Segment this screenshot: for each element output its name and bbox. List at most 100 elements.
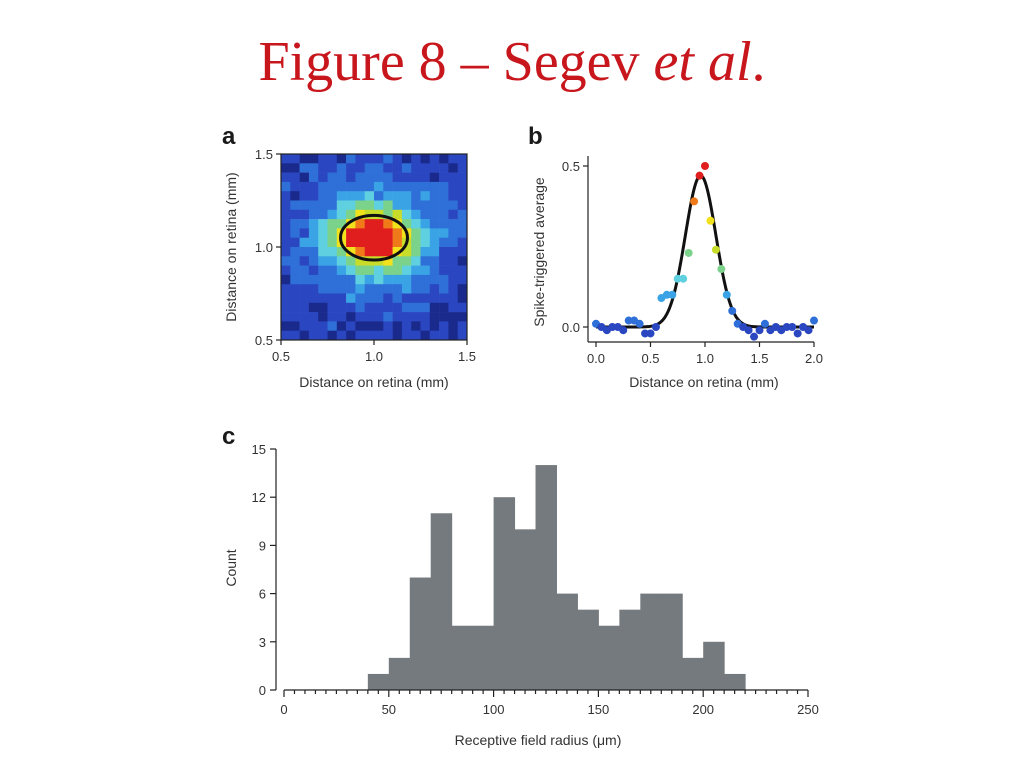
heatmap-cell <box>308 200 319 211</box>
heatmap-cell <box>448 172 458 183</box>
heatmap-cell <box>429 284 440 294</box>
data-point <box>793 329 802 338</box>
heatmap-cell <box>281 330 291 341</box>
heatmap-cell <box>355 200 365 211</box>
heatmap-cell <box>336 321 347 331</box>
heatmap-cell <box>318 237 328 248</box>
heatmap-cell <box>401 256 412 266</box>
heatmap-cell <box>308 321 319 331</box>
heatmap-cell <box>346 154 356 164</box>
heatmap-cell <box>411 172 421 183</box>
data-point <box>635 319 644 328</box>
heatmap-cell <box>364 219 375 229</box>
panel-label-c: c <box>222 423 235 450</box>
heatmap-cell <box>336 284 347 294</box>
heatmap-cell <box>281 181 291 192</box>
heatmap-cell <box>411 237 421 248</box>
heatmap-cell <box>457 154 468 164</box>
heatmap-cell <box>364 172 375 183</box>
heatmap-cell <box>448 293 458 304</box>
heatmap-cell <box>429 321 440 331</box>
panel-b-profile: b 0.0 0.5 1.0 1.5 2.0 0.0 0.5 Distance on reti… <box>528 123 823 390</box>
heatmap-cell <box>308 312 319 322</box>
heatmap-cell <box>439 228 449 238</box>
heatmap-cell <box>420 200 431 211</box>
heatmap-cell <box>346 172 356 183</box>
heatmap-cell <box>411 219 421 229</box>
heatmap-cell <box>374 181 384 192</box>
histogram-bar <box>388 657 411 690</box>
heatmap-cell <box>355 330 365 341</box>
x-tick-label: 1.5 <box>750 351 768 366</box>
x-tick-label: 1.0 <box>365 349 383 364</box>
heatmap-cell <box>281 172 291 183</box>
heatmap-cell <box>364 330 375 341</box>
heatmap-cell <box>355 237 365 248</box>
heatmap-cell <box>448 237 458 248</box>
panel-b-xlabel: Distance on retina (mm) <box>629 374 778 390</box>
heatmap-cell <box>290 228 300 238</box>
heatmap-cell <box>448 302 458 313</box>
heatmap-cell <box>355 284 365 294</box>
y-tick-label: 1.0 <box>255 240 273 255</box>
heatmap-cell <box>457 191 468 201</box>
heatmap-cell <box>364 200 375 211</box>
heatmap-cell <box>392 172 403 183</box>
x-tick-label: 0 <box>280 702 287 717</box>
heatmap-cell <box>420 321 431 331</box>
heatmap-cell <box>299 154 310 164</box>
heatmap-cell <box>392 302 403 313</box>
heatmap-cell <box>374 274 384 285</box>
heatmap-cell <box>318 312 328 322</box>
heatmap-cell <box>308 219 319 229</box>
heatmap-cell <box>374 302 384 313</box>
heatmap-cell <box>383 191 393 201</box>
heatmap-cell <box>308 237 319 248</box>
heatmap-cell <box>439 237 449 248</box>
histogram-bar <box>472 625 495 690</box>
heatmap-cell <box>308 274 319 285</box>
data-point <box>690 197 699 206</box>
heatmap-cell <box>346 237 356 248</box>
heatmap-cell <box>364 163 375 173</box>
heatmap-cell <box>364 312 375 322</box>
heatmap-cell <box>439 312 449 322</box>
heatmap-cell <box>374 293 384 304</box>
heatmap-cell <box>448 200 458 211</box>
heatmap-cell <box>392 274 403 285</box>
heatmap-cell <box>439 181 449 192</box>
heatmap-cell <box>299 247 310 257</box>
heatmap-cell <box>299 330 310 341</box>
heatmap-cell <box>383 284 393 294</box>
heatmap-cell <box>299 200 310 211</box>
heatmap-cell <box>318 256 328 266</box>
heatmap-cell <box>336 265 347 276</box>
heatmap-cell <box>281 321 291 331</box>
heatmap-cell <box>439 209 449 220</box>
heatmap-cell <box>281 219 291 229</box>
heatmap-cell <box>439 191 449 201</box>
heatmap-cell <box>346 265 356 276</box>
heatmap-cell <box>318 200 328 211</box>
heatmap-cell <box>364 154 375 164</box>
heatmap-cell <box>401 163 412 173</box>
heatmap-cell <box>457 321 468 331</box>
heatmap-cell <box>290 219 300 229</box>
heatmap-cell <box>383 154 393 164</box>
heatmap-cell <box>374 321 384 331</box>
heatmap-cell <box>401 172 412 183</box>
heatmap-cell <box>327 302 338 313</box>
heatmap-cell <box>392 284 403 294</box>
heatmap-cell <box>420 312 431 322</box>
heatmap-cell <box>383 237 393 248</box>
title-italic: et al <box>653 31 752 93</box>
panel-label-b: b <box>528 123 543 150</box>
heatmap-cell <box>411 330 421 341</box>
heatmap-cell <box>401 293 412 304</box>
panel-c-histogram: c 0 50 100 150 200 250 0 3 6 9 12 15 Receptive fiel… <box>222 423 819 748</box>
heatmap-cell <box>346 247 356 257</box>
histogram-bar <box>703 641 725 690</box>
heatmap-cell <box>308 293 319 304</box>
x-tick-label: 0.5 <box>641 351 659 366</box>
heatmap-cell <box>318 228 328 238</box>
